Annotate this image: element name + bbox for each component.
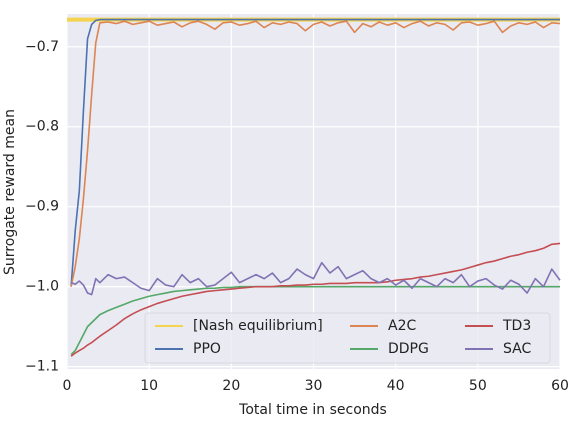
series-line [70, 261, 561, 296]
x-tick-label: 50 [469, 378, 487, 394]
x-axis-label: Total time in seconds [238, 402, 387, 418]
y-tick-label: −0.8 [25, 119, 59, 135]
x-tick-label: 40 [387, 378, 405, 394]
legend-label: [Nash equilibrium] [193, 318, 323, 334]
x-tick-label: 10 [140, 378, 158, 394]
y-tick-label: −1.1 [25, 359, 59, 375]
x-tick-label: 20 [222, 378, 240, 394]
x-tick-label: 30 [305, 378, 323, 394]
y-tick-label: −0.9 [25, 199, 59, 215]
series-line [70, 18, 560, 287]
legend-label: TD3 [502, 318, 531, 334]
legend-label: PPO [193, 341, 221, 357]
y-tick-label: −1.0 [25, 279, 59, 295]
legend-label: DDPG [388, 341, 429, 357]
series-line [70, 242, 561, 357]
legend-label: A2C [388, 318, 416, 334]
x-tick-label: 0 [63, 378, 72, 394]
y-axis-label: Surrogate reward mean [2, 109, 18, 275]
legend-box [144, 312, 551, 364]
x-tick-label: 60 [551, 378, 569, 394]
legend: [Nash equilibrium] PPO A2C DDPG TD3 SAC [144, 312, 551, 364]
y-tick-label: −0.7 [25, 39, 59, 55]
series-line [70, 285, 560, 356]
legend-label: SAC [503, 341, 531, 357]
series-line [70, 20, 561, 287]
lines [67, 17, 561, 357]
